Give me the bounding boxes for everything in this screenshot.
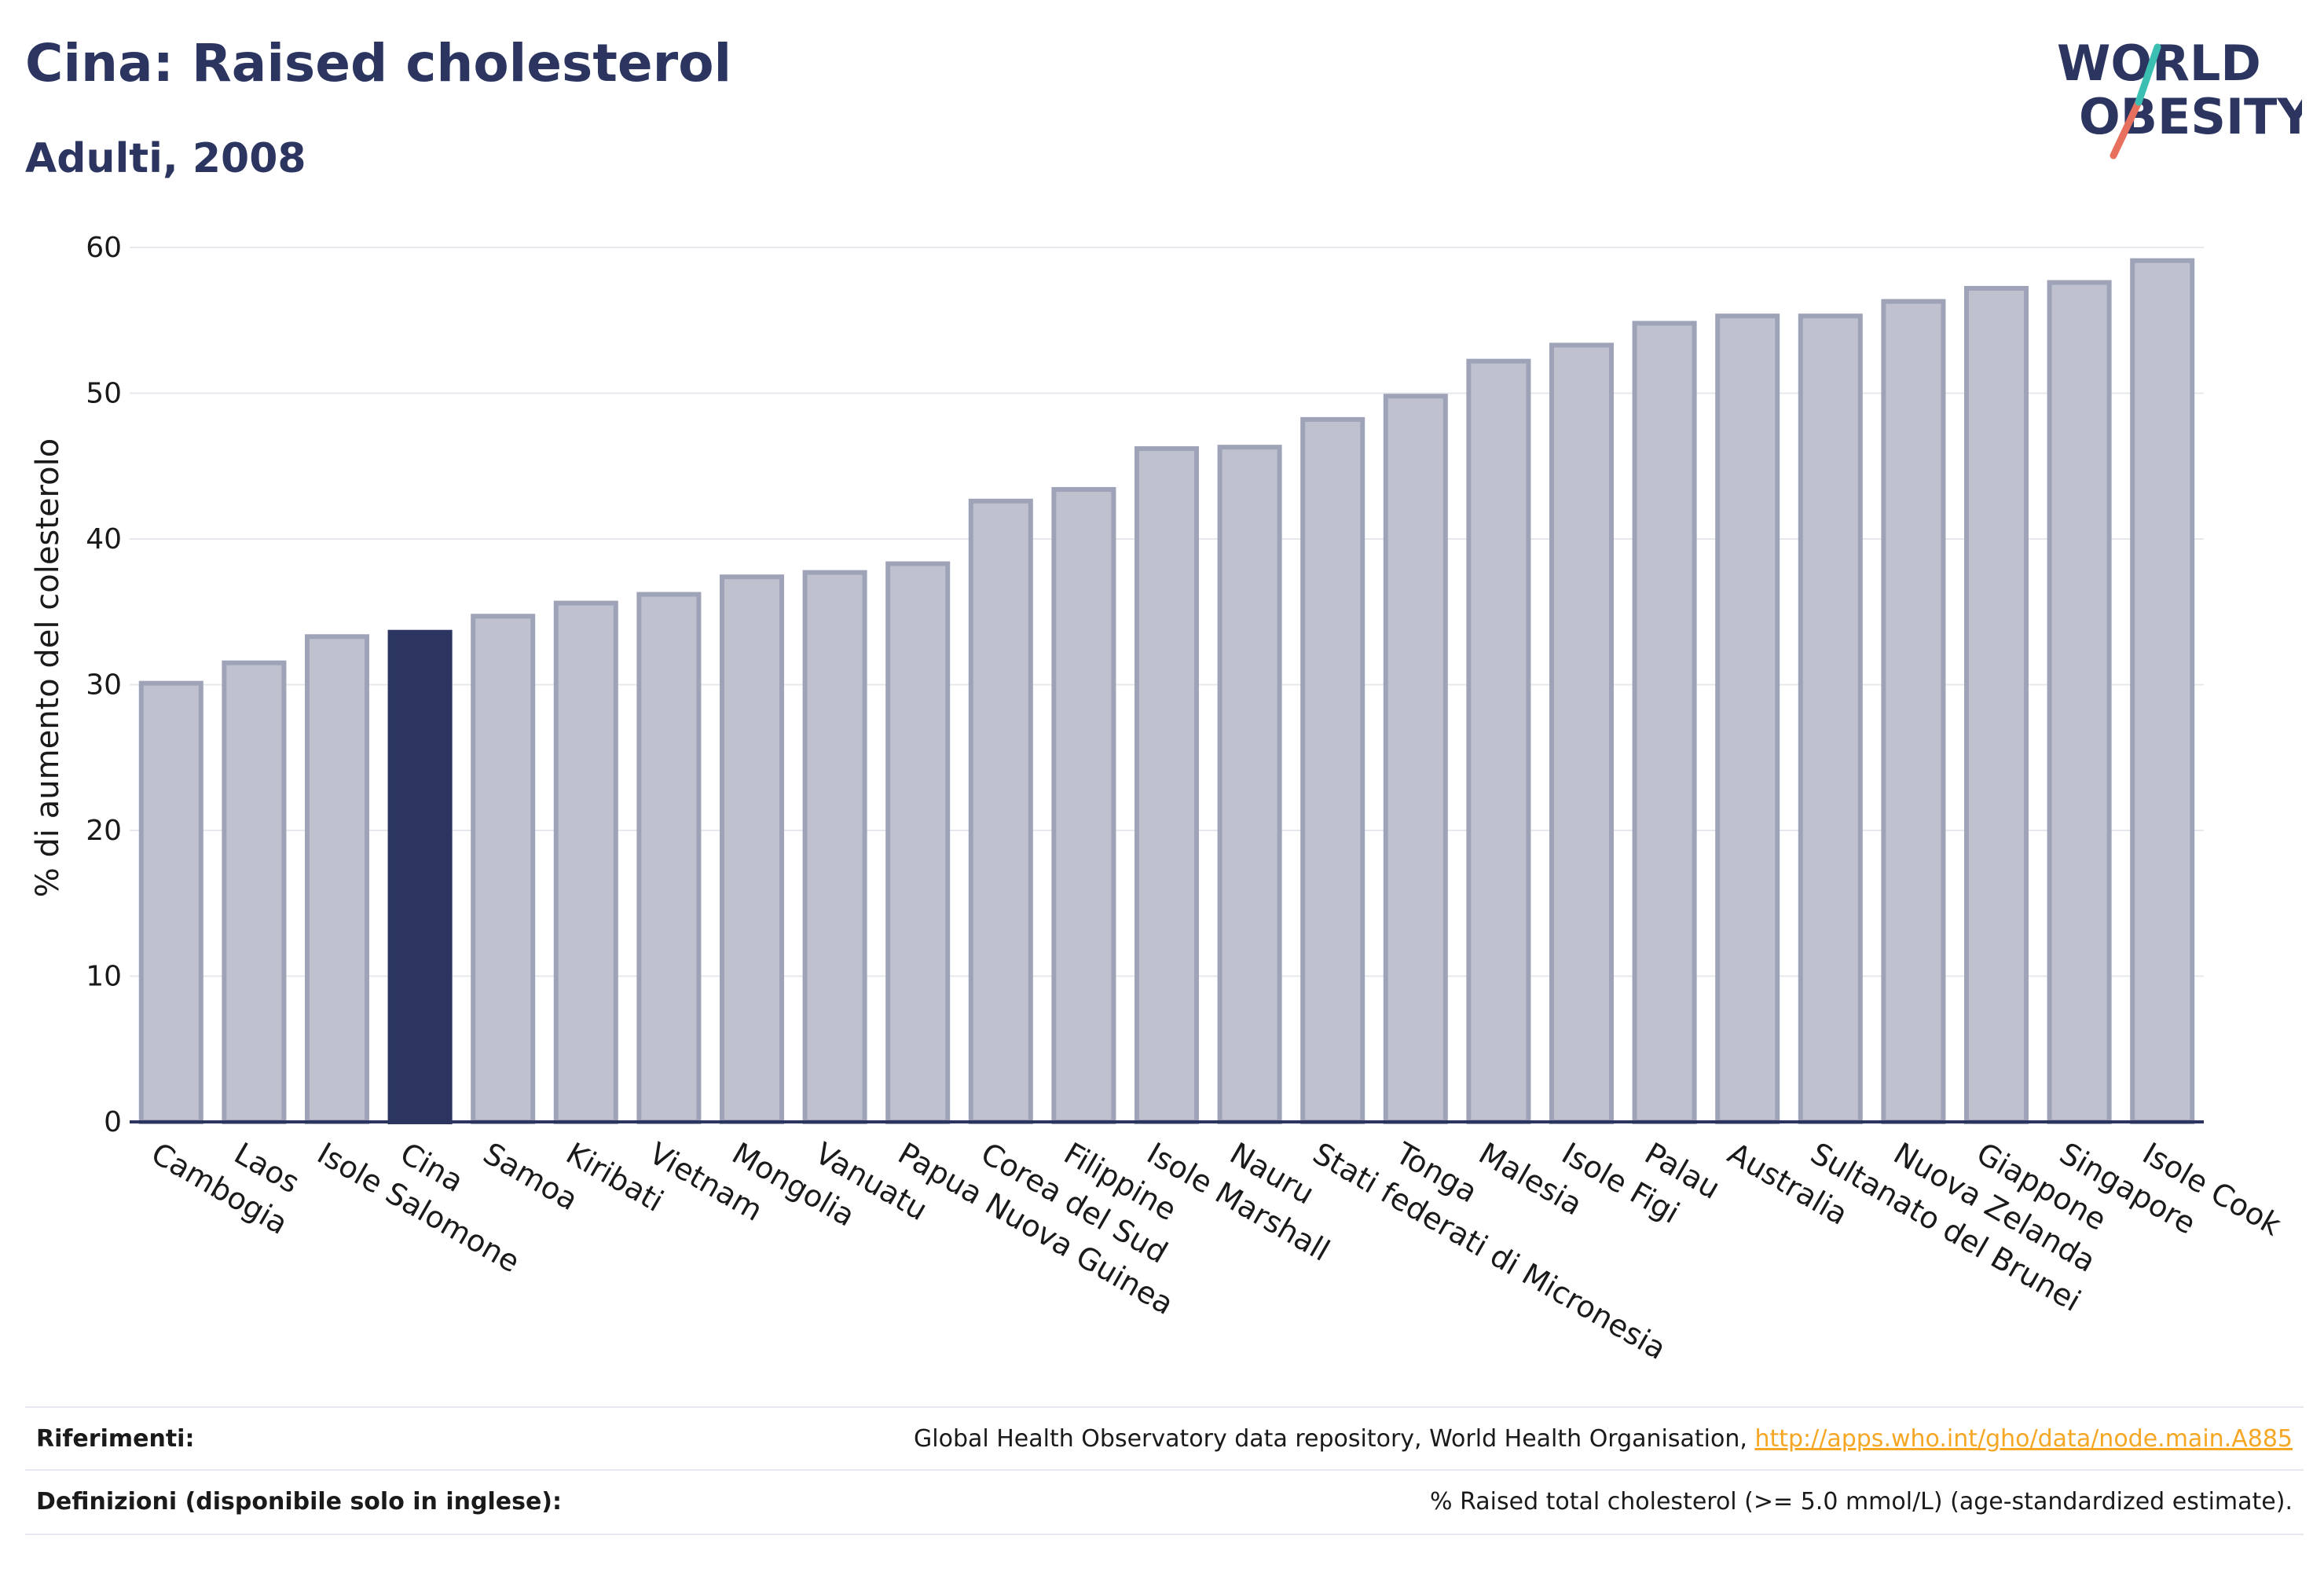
bar-isole-marshall bbox=[1134, 445, 1200, 1124]
chart-title: Cina: Raised cholesterol bbox=[25, 33, 732, 93]
bars bbox=[138, 258, 2195, 1125]
bar-nuova-zelanda bbox=[1881, 299, 1946, 1124]
definitions-value: % Raised total cholesterol (>= 5.0 mmol/… bbox=[1430, 1488, 2293, 1516]
bar-stati-federati-di-micronesia bbox=[1300, 416, 1365, 1124]
bar-isole-figi bbox=[1549, 343, 1615, 1125]
bar-sultanato-del-brunei bbox=[1798, 313, 1863, 1124]
x-tick-label: Samoa bbox=[478, 1136, 584, 1218]
y-axis-title: % di aumento del colesterolo bbox=[30, 438, 66, 897]
bar-samoa bbox=[471, 614, 536, 1124]
definitions-row: Definizioni (disponibile solo in inglese… bbox=[25, 1469, 2304, 1535]
bar-cambogia bbox=[138, 680, 203, 1124]
bar-kiribati bbox=[553, 600, 618, 1124]
y-tick-label: 20 bbox=[86, 815, 122, 847]
y-tick-label: 0 bbox=[104, 1106, 122, 1138]
bar-australia bbox=[1715, 313, 1780, 1124]
y-tick-label: 40 bbox=[86, 523, 122, 555]
bar-mongolia bbox=[719, 574, 785, 1124]
bar-vanuatu bbox=[802, 570, 867, 1124]
bar-filippine bbox=[1051, 486, 1116, 1124]
bar-laos bbox=[222, 660, 287, 1124]
y-tick-label: 50 bbox=[86, 378, 122, 410]
references-row: Riferimenti: Global Health Observatory d… bbox=[25, 1406, 2304, 1471]
bar-corea-del-sud bbox=[968, 498, 1033, 1124]
world-obesity-logo: WORLD OBESITY bbox=[2057, 35, 2302, 159]
bar-isole-cook bbox=[2130, 258, 2195, 1125]
references-value: Global Health Observatory data repositor… bbox=[914, 1425, 2293, 1453]
bar-tonga bbox=[1383, 394, 1448, 1124]
logo-text-obesity: OBESITY bbox=[2079, 88, 2302, 145]
bar-cina bbox=[387, 629, 453, 1124]
y-tick-label: 60 bbox=[86, 232, 122, 264]
y-tick-label: 10 bbox=[86, 961, 122, 993]
bar-singapore bbox=[2047, 280, 2112, 1124]
y-axis-ticks: 0 10 20 30 40 50 60 bbox=[86, 232, 122, 1138]
definitions-label: Definizioni (disponibile solo in inglese… bbox=[36, 1488, 562, 1516]
bar-giappone bbox=[1963, 285, 2029, 1125]
bar-malesia bbox=[1466, 358, 1531, 1124]
bar-vietnam bbox=[636, 592, 702, 1124]
slash-mark-icon bbox=[2110, 98, 2143, 159]
chart-subtitle: Adulti, 2008 bbox=[25, 135, 306, 182]
y-tick-label: 30 bbox=[86, 669, 122, 702]
bar-palau bbox=[1632, 321, 1697, 1124]
bar-nauru bbox=[1217, 445, 1282, 1124]
slash-mark-accent-icon bbox=[2135, 43, 2161, 106]
references-label: Riferimenti: bbox=[36, 1425, 195, 1453]
references-text: Global Health Observatory data repositor… bbox=[914, 1425, 1755, 1453]
references-link[interactable]: http://apps.who.int/gho/data/node.main.A… bbox=[1754, 1425, 2293, 1453]
bar-papua-nuova-guinea bbox=[885, 561, 951, 1124]
bar-isole-salomone bbox=[304, 634, 370, 1124]
